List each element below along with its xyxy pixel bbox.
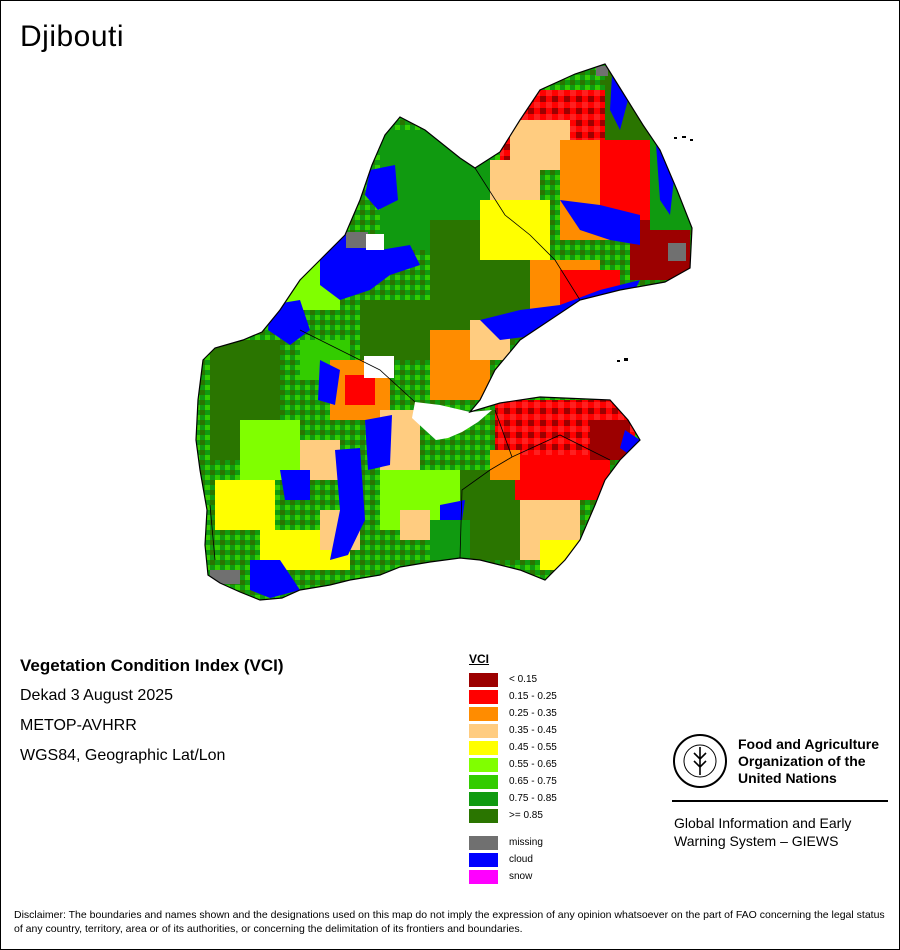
legend-swatch — [469, 723, 498, 738]
legend-label: >= 0.85 — [509, 810, 543, 821]
legend-item: 0.75 - 0.85 — [469, 790, 557, 807]
legend-item: >= 0.85 — [469, 807, 557, 824]
legend-item: < 0.15 — [469, 671, 557, 688]
legend-item: 0.15 - 0.25 — [469, 688, 557, 705]
legend-item: cloud — [469, 851, 557, 868]
fao-divider — [672, 800, 888, 802]
legend-label: < 0.15 — [509, 674, 538, 685]
legend-item: missing — [469, 834, 557, 851]
period-label: Dekad 3 August 2025 — [20, 687, 174, 704]
legend-item: 0.25 - 0.35 — [469, 705, 557, 722]
legend-label: cloud — [509, 854, 533, 865]
legend-item: 0.35 - 0.45 — [469, 722, 557, 739]
fao-emblem-icon — [673, 734, 727, 788]
giews-line-1: Global Information and Early — [674, 815, 852, 831]
legend-swatch — [469, 757, 498, 772]
giews-line-2: Warning System – GIEWS — [674, 833, 839, 849]
legend-label: 0.75 - 0.85 — [509, 793, 557, 804]
fao-name-line-2: Organization of the — [738, 753, 866, 769]
legend-label: 0.45 - 0.55 — [509, 742, 557, 753]
vci-map — [195, 63, 693, 601]
vci-legend: VCI < 0.15 0.15 - 0.25 0.25 - 0.35 0.35 - 0… — [469, 652, 557, 885]
projection-label: WGS84, Geographic Lat/Lon — [20, 747, 226, 764]
fao-name-line-3: United Nations — [738, 770, 837, 786]
legend-label: 0.25 - 0.35 — [509, 708, 557, 719]
fao-name-line-1: Food and Agriculture — [738, 736, 880, 752]
legend-item: snow — [469, 868, 557, 885]
country-title: Djibouti — [20, 20, 125, 53]
sensor-label: METOP-AVHRR — [20, 717, 137, 734]
index-title: Vegetation Condition Index (VCI) — [20, 656, 284, 675]
legend-label: 0.55 - 0.65 — [509, 759, 557, 770]
legend-swatch — [469, 808, 498, 823]
fao-name: Food and Agriculture Organization of the… — [738, 736, 879, 787]
legend-swatch — [469, 835, 498, 850]
legend-swatch — [469, 689, 498, 704]
legend-label: 0.65 - 0.75 — [509, 776, 557, 787]
legend-swatch — [469, 852, 498, 867]
legend-label: 0.35 - 0.45 — [509, 725, 557, 736]
legend-item: 0.55 - 0.65 — [469, 756, 557, 773]
legend-swatch — [469, 706, 498, 721]
legend-label: missing — [509, 837, 543, 848]
legend-label: 0.15 - 0.25 — [509, 691, 557, 702]
legend-item: 0.45 - 0.55 — [469, 739, 557, 756]
giews-name: Global Information and Early Warning Sys… — [674, 814, 888, 850]
legend-label: snow — [509, 871, 533, 882]
disclaimer-text: Disclaimer: The boundaries and names sho… — [14, 909, 885, 935]
legend-swatch — [469, 791, 498, 806]
legend-swatch — [469, 672, 498, 687]
legend-swatch — [469, 869, 498, 884]
legend-title: VCI — [469, 652, 490, 666]
legend-swatch — [469, 774, 498, 789]
legend-item: 0.65 - 0.75 — [469, 773, 557, 790]
map-info: Vegetation Condition Index (VCI) Dekad 3… — [20, 656, 284, 776]
legend-swatch — [469, 740, 498, 755]
